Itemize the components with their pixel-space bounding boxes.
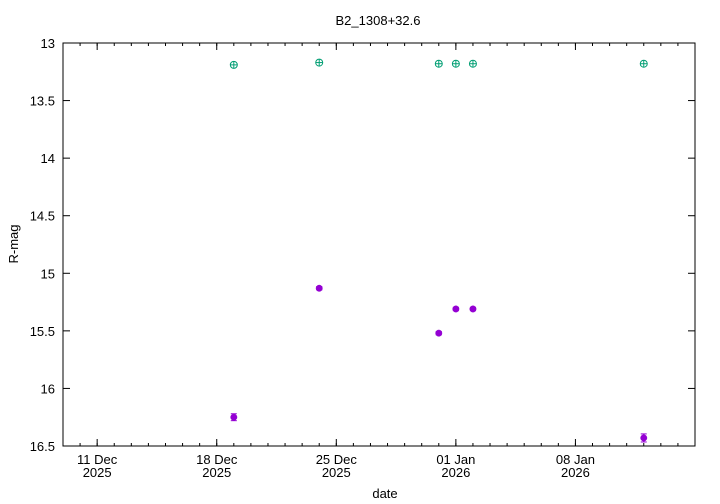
y-tick-label: 14 (41, 151, 55, 166)
plot-frame (62, 42, 696, 447)
y-tick-label: 13 (41, 36, 55, 51)
data-point (230, 413, 238, 421)
x-axis-title: date (372, 486, 397, 501)
x-tick-label: 18 Dec (196, 452, 238, 467)
x-tick-label-year: 2025 (202, 465, 231, 480)
data-point (452, 305, 460, 313)
chart-title: B2_1308+32.6 (336, 13, 421, 28)
y-axis-title: R-mag (6, 224, 21, 263)
data-point (315, 284, 323, 292)
data-point (435, 329, 443, 337)
y-tick-label: 16.5 (30, 439, 55, 454)
y-tick-label: 15.5 (30, 324, 55, 339)
y-tick-label: 13.5 (30, 94, 55, 109)
y-tick-label: 15 (41, 266, 55, 281)
y-tick-label: 16 (41, 381, 55, 396)
x-tick-label-year: 2026 (561, 465, 590, 480)
x-tick-label-year: 2025 (322, 465, 351, 480)
x-tick-label-year: 2026 (441, 465, 470, 480)
x-tick-label-year: 2025 (83, 465, 112, 480)
y-axis: 13 13.5 14 14.5 15 15.5 16 16.5 (30, 36, 695, 454)
x-tick-label: 08 Jan (556, 452, 595, 467)
data-point (469, 305, 477, 313)
x-tick-label: 25 Dec (316, 452, 358, 467)
x-tick-label: 01 Jan (436, 452, 475, 467)
x-tick-label: 11 Dec (77, 452, 118, 467)
data-marks (229, 58, 648, 443)
y-tick-label: 14.5 (30, 209, 55, 224)
data-point (640, 434, 648, 442)
